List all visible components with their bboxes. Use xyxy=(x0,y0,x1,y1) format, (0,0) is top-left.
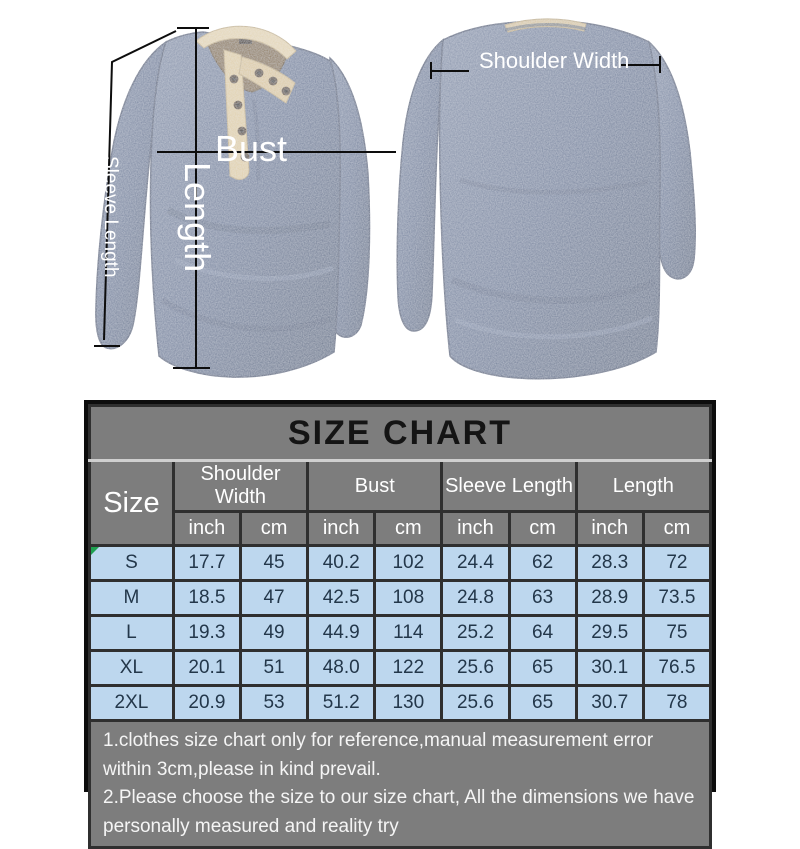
value-cell: 65 xyxy=(507,649,578,687)
value-cell: 24.4 xyxy=(440,544,511,582)
col-header-length: Length xyxy=(574,459,713,513)
value-cell: 28.3 xyxy=(574,544,645,582)
value-cell: 114 xyxy=(373,614,444,652)
value-cell: 42.5 xyxy=(306,579,377,617)
size-cell: S xyxy=(88,544,175,582)
length-measure-label: Length xyxy=(177,162,218,273)
note-line-1: 1.clothes size chart only for reference,… xyxy=(103,730,654,780)
value-cell: 25.6 xyxy=(440,684,511,722)
sleeve-length-measure-label: Sleeve Length xyxy=(100,156,121,278)
unit-header-inch: inch xyxy=(440,510,511,547)
size-row-m: M 18.5 47 42.5 108 24.8 63 28.9 73.5 xyxy=(88,579,713,617)
value-cell: 19.3 xyxy=(171,614,242,652)
size-row-s: S 17.7 45 40.2 102 24.4 62 28.3 72 xyxy=(88,544,713,582)
front-shirt-graphic xyxy=(95,25,371,378)
size-cell: L xyxy=(88,614,175,652)
unit-header-inch: inch xyxy=(171,510,242,547)
title-row: SIZE CHART xyxy=(88,404,712,462)
value-cell: 45 xyxy=(238,544,310,582)
unit-header-inch: inch xyxy=(574,510,645,547)
value-cell: 25.2 xyxy=(440,614,511,652)
size-row-xl: XL 20.1 51 48.0 122 25.6 65 30.1 76.5 xyxy=(88,649,713,687)
col-header-shoulder-width: Shoulder Width xyxy=(171,459,310,513)
shoulder-width-measure-line xyxy=(430,56,661,79)
value-cell: 51.2 xyxy=(306,684,377,722)
value-cell: 29.5 xyxy=(574,614,645,652)
col-header-sleeve-length: Sleeve Length xyxy=(440,459,578,513)
product-measurement-diagram: Bust Length Sleeve Length Shoulder Width xyxy=(0,0,800,400)
size-row-l: L 19.3 49 44.9 114 25.2 64 29.5 75 xyxy=(88,614,713,652)
back-left-sleeve xyxy=(396,38,444,332)
value-cell: 49 xyxy=(238,614,310,652)
value-cell: 47 xyxy=(238,579,310,617)
value-cell: 28.9 xyxy=(574,579,645,617)
unit-header-cm: cm xyxy=(373,510,444,547)
value-cell: 44.9 xyxy=(306,614,377,652)
value-cell: 78 xyxy=(641,684,713,722)
value-cell: 63 xyxy=(507,579,578,617)
unit-header-inch: inch xyxy=(306,510,377,547)
value-cell: 40.2 xyxy=(306,544,377,582)
size-chart-title: SIZE CHART xyxy=(88,404,712,462)
size-chart-table: SIZE CHART Size Shoulder Width Bust Slee… xyxy=(84,400,716,849)
size-chart: SIZE CHART Size Shoulder Width Bust Slee… xyxy=(88,404,713,849)
col-header-bust: Bust xyxy=(306,459,444,513)
value-cell: 65 xyxy=(507,684,578,722)
value-cell: 122 xyxy=(373,649,444,687)
value-cell: 51 xyxy=(238,649,310,687)
value-cell: 17.7 xyxy=(171,544,242,582)
size-chart-notes: 1.clothes size chart only for reference,… xyxy=(88,719,712,849)
size-row-2xl: 2XL 20.9 53 51.2 130 25.6 65 30.7 78 xyxy=(88,684,713,722)
value-cell: 72 xyxy=(641,544,713,582)
value-cell: 25.6 xyxy=(440,649,511,687)
unit-header-cm: cm xyxy=(507,510,578,547)
value-cell: 48.0 xyxy=(306,649,377,687)
value-cell: 53 xyxy=(238,684,310,722)
unit-header-row: inch cm inch cm inch cm inch cm xyxy=(90,510,713,547)
value-cell: 108 xyxy=(373,579,444,617)
shoulder-width-measure-label: Shoulder Width xyxy=(479,48,630,73)
col-header-size: Size xyxy=(88,459,175,547)
value-cell: 30.1 xyxy=(574,649,645,687)
value-cell: 30.7 xyxy=(574,684,645,722)
length-measure-line xyxy=(173,27,210,369)
unit-header-cm: cm xyxy=(641,510,713,547)
shirts-illustration xyxy=(94,18,696,380)
value-cell: 76.5 xyxy=(641,649,713,687)
value-cell: 130 xyxy=(373,684,444,722)
note-line-2: 2.Please choose the size to our size cha… xyxy=(103,787,695,837)
unit-header-cm: cm xyxy=(238,510,310,547)
value-cell: 75 xyxy=(641,614,713,652)
notes-row: 1.clothes size chart only for reference,… xyxy=(88,719,712,849)
sleeve-length-measure-line xyxy=(94,30,177,347)
placket-flap xyxy=(238,56,296,104)
value-cell: 62 xyxy=(507,544,578,582)
value-cell: 20.1 xyxy=(171,649,242,687)
group-header-row: Size Shoulder Width Bust Sleeve Length L… xyxy=(88,459,713,547)
front-body xyxy=(149,31,341,378)
front-collar-trim xyxy=(195,25,297,60)
value-cell: 64 xyxy=(507,614,578,652)
front-left-sleeve xyxy=(95,40,167,350)
value-cell: 24.8 xyxy=(440,579,511,617)
value-cell: 73.5 xyxy=(641,579,713,617)
size-cell: 2XL xyxy=(88,684,175,722)
value-cell: 20.9 xyxy=(171,684,242,722)
value-cell: 18.5 xyxy=(171,579,242,617)
value-cell: 102 xyxy=(373,544,444,582)
size-cell: M xyxy=(88,579,175,617)
bust-measure-label: Bust xyxy=(215,128,288,169)
back-shirt-graphic xyxy=(396,18,696,380)
placket-strip xyxy=(223,49,250,180)
size-cell: XL xyxy=(88,649,175,687)
